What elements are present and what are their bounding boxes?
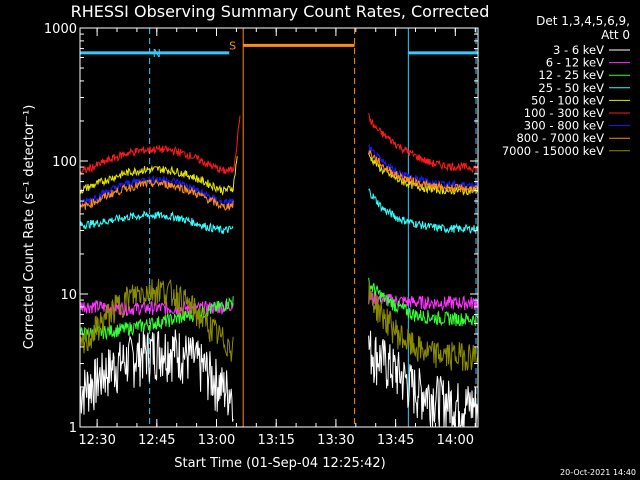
series-line-800-7000-0 <box>79 178 234 213</box>
series-line-25-50-0 <box>79 210 234 235</box>
y-tick-label-1: 10 <box>60 288 77 303</box>
legend-title-detectors: Det 1,3,4,5,6,9, <box>536 14 630 28</box>
x-tick-label-3: 13:15 <box>257 433 294 448</box>
footer-date: 20-Oct-2021 14:40 <box>560 468 636 477</box>
legend-label-7000-15000: 7000 - 15000 keV <box>502 144 604 158</box>
legend-label-12-25: 12 - 25 keV <box>538 68 604 82</box>
flag-label-n: N <box>153 47 161 60</box>
plot-area: N S 1 10 100 1000 12:30 12:45 13:00 13:15 13:30 13:… <box>44 22 479 448</box>
series-line-100-300-1 <box>368 113 479 174</box>
series-line-7000-15000-0 <box>79 278 234 362</box>
legend-label-300-800: 300 - 800 keV <box>524 119 604 133</box>
y-axis-label: Corrected Count Rate (s⁻¹ detector⁻¹) <box>22 105 37 350</box>
x-tick-label-1: 12:45 <box>138 433 175 448</box>
series-line-50-100-0 <box>79 156 238 197</box>
x-tick-label-5: 13:45 <box>377 433 414 448</box>
x-tick-label-0: 12:30 <box>78 433 115 448</box>
legend-label-50-100: 50 - 100 keV <box>531 93 604 107</box>
series-line-800-7000-1 <box>368 149 479 195</box>
series-line-3-6-0 <box>79 329 234 422</box>
series-line-7000-15000-1 <box>368 282 479 372</box>
x-tick-label-6: 14:00 <box>437 433 474 448</box>
series-line-3-6-1 <box>368 330 479 428</box>
chart-title: RHESSI Observing Summary Count Rates, Co… <box>71 2 490 21</box>
series-line-50-100-1 <box>368 152 479 197</box>
x-tick-label-4: 13:30 <box>317 433 354 448</box>
legend-label-6-12: 6 - 12 keV <box>546 56 604 70</box>
series-line-100-300-0 <box>79 115 241 176</box>
legend-label-3-6: 3 - 6 keV <box>553 43 604 57</box>
x-tick-label-2: 13:00 <box>198 433 235 448</box>
x-axis-label: Start Time (01-Sep-04 12:25:42) <box>174 456 385 471</box>
series-line-12-25-1 <box>368 277 479 327</box>
series-line-12-25-0 <box>79 296 234 342</box>
y-tick-label-0: 1 <box>69 421 77 436</box>
legend-label-100-300: 100 - 300 keV <box>524 106 604 120</box>
y-tick-label-3: 1000 <box>44 22 77 37</box>
legend-title-attenuator: Att 0 <box>601 28 630 42</box>
series-line-6-12-1 <box>368 291 479 312</box>
series-line-25-50-1 <box>368 188 479 234</box>
legend-label-25-50: 25 - 50 keV <box>538 81 604 95</box>
legend-label-800-7000: 800 - 7000 keV <box>516 131 604 145</box>
y-tick-label-2: 100 <box>52 155 77 170</box>
flag-label-s: S <box>229 39 236 52</box>
axes-frame <box>79 27 479 428</box>
series-line-6-12-0 <box>79 299 234 316</box>
